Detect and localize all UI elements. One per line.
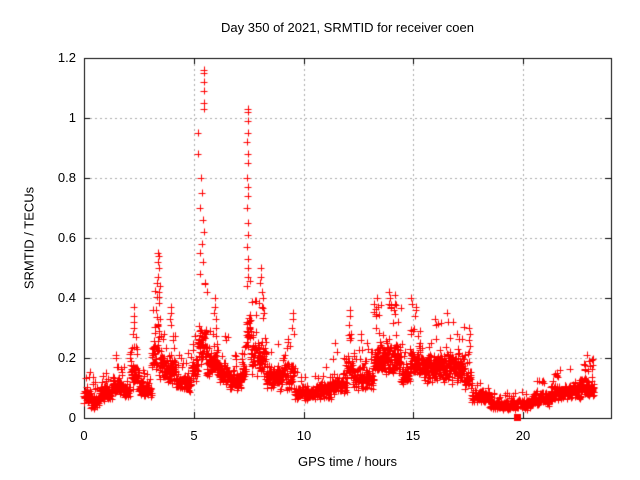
- x-tick-label: 5: [190, 428, 198, 443]
- x-tick-label: 10: [296, 428, 312, 443]
- x-tick-label: 0: [80, 428, 88, 443]
- y-tick-label: 0.2: [57, 350, 76, 365]
- chart-title: Day 350 of 2021, SRMTID for receiver coe…: [221, 20, 474, 35]
- y-tick-label: 1.2: [57, 50, 76, 65]
- y-tick-label: 0: [68, 410, 76, 425]
- x-tick-label: 20: [515, 428, 531, 443]
- y-tick-label: 0.8: [57, 170, 76, 185]
- y-tick-label: 0.6: [57, 230, 76, 245]
- y-tick-label: 1: [68, 110, 76, 125]
- x-axis-label: GPS time / hours: [298, 454, 397, 469]
- x-tick-label: 15: [405, 428, 421, 443]
- y-tick-label: 0.4: [57, 290, 76, 305]
